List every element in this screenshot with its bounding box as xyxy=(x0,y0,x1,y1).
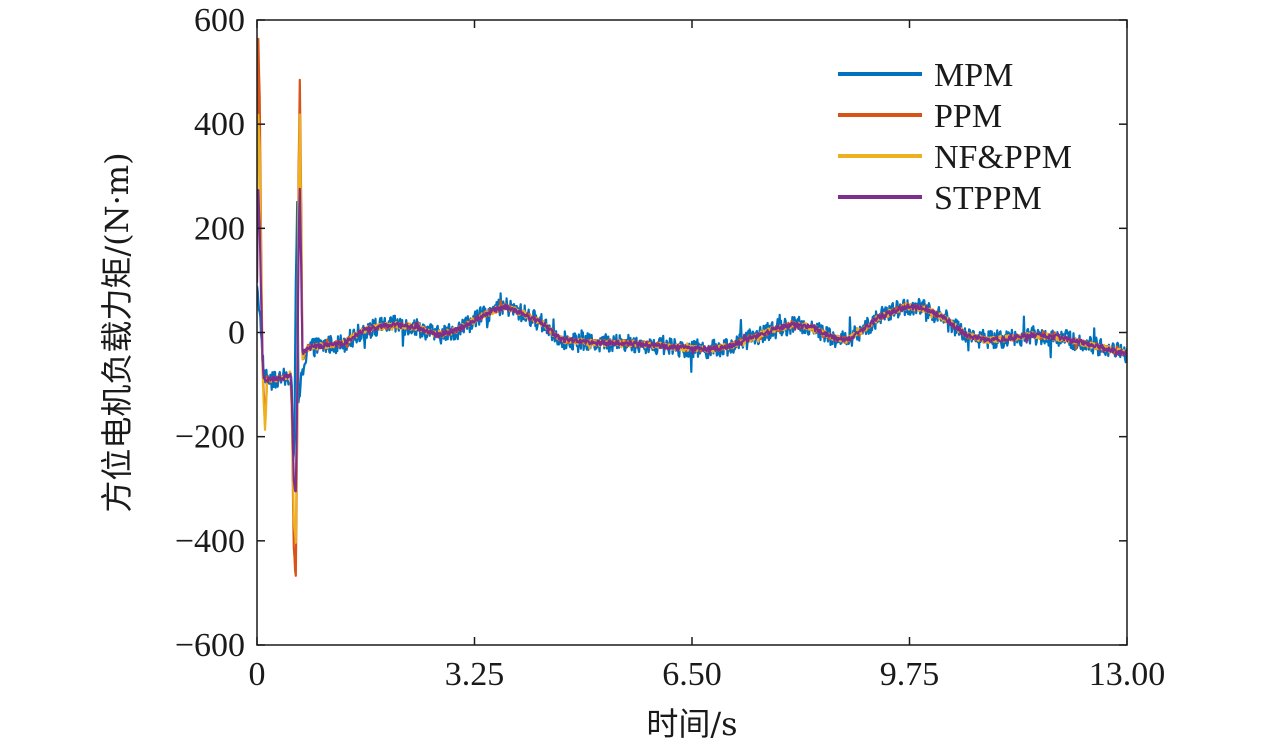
x-tick-label: 3.25 xyxy=(445,656,505,693)
y-axis-title: 方位电机负载力矩/(N·m) xyxy=(98,152,136,512)
y-tick-label: 200 xyxy=(194,210,245,247)
y-tick-label: −200 xyxy=(175,419,245,456)
legend-label: PPM xyxy=(934,98,1002,135)
legend-label: STPPM xyxy=(934,180,1042,217)
legend-label: NF&PPM xyxy=(934,139,1072,176)
axis-ticks: 0 3.25 6.50 9.75 13.00 −600 −400 −200 0 200 400 600 xyxy=(175,2,1165,693)
x-axis-title: 时间/s xyxy=(646,705,737,743)
x-tick-label: 9.75 xyxy=(880,656,940,693)
y-tick-label: −400 xyxy=(175,523,245,560)
series-line-mpm xyxy=(257,200,1127,462)
y-tick-label: −600 xyxy=(175,627,245,664)
y-tick-label: 0 xyxy=(228,315,245,352)
y-tick-label: 600 xyxy=(194,2,245,39)
legend: MPM PPM NF&PPM STPPM xyxy=(838,57,1072,217)
x-tick-label: 13.00 xyxy=(1089,656,1166,693)
series-line-stppm xyxy=(257,187,1127,493)
legend-label: MPM xyxy=(934,57,1013,94)
legend-item: MPM xyxy=(838,57,1013,94)
y-tick-label: 400 xyxy=(194,106,245,143)
legend-item: PPM xyxy=(838,98,1002,135)
legend-item: STPPM xyxy=(838,180,1042,217)
x-tick-label: 0 xyxy=(249,656,266,693)
legend-item: NF&PPM xyxy=(838,139,1072,176)
series-layer xyxy=(257,37,1127,577)
x-tick-label: 6.50 xyxy=(662,656,722,693)
